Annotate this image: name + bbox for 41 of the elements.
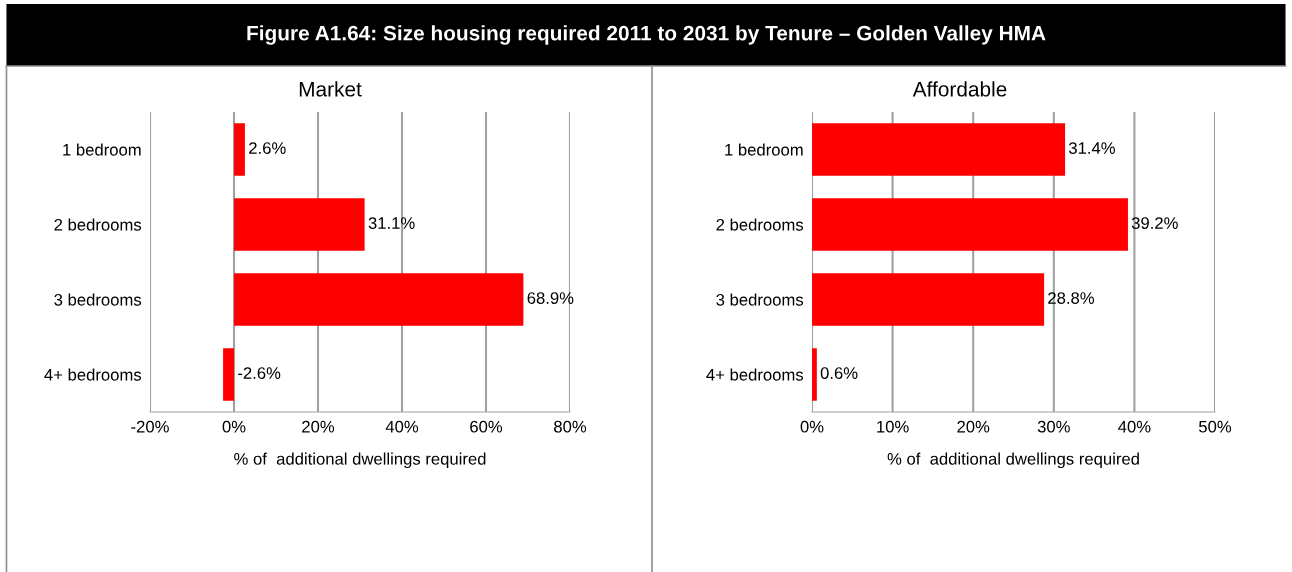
x-tick-label: 50% bbox=[1198, 420, 1232, 433]
data-label: 39.2% bbox=[1131, 217, 1178, 229]
y-tick-label: 1 bedroom bbox=[725, 143, 803, 156]
bar bbox=[812, 123, 1066, 176]
x-tick-label: 40% bbox=[385, 420, 419, 433]
x-tick-label: 0% bbox=[222, 420, 246, 433]
bar bbox=[812, 348, 817, 401]
bar bbox=[234, 123, 245, 176]
data-label: -2.6% bbox=[238, 367, 281, 379]
chart-subtitle: Affordable bbox=[912, 81, 1007, 97]
x-tick-label: 10% bbox=[877, 420, 909, 433]
y-tick-label: 2 bedrooms bbox=[716, 218, 804, 231]
chart-subtitle: Market bbox=[299, 81, 362, 97]
x-tick-label: 60% bbox=[470, 420, 503, 433]
y-tick-label: 1 bedroom bbox=[63, 143, 141, 156]
bar bbox=[234, 198, 365, 251]
x-tick-label: 40% bbox=[1118, 420, 1151, 433]
x-tick-label: 80% bbox=[554, 420, 587, 433]
data-label: 31.4% bbox=[1068, 142, 1115, 154]
data-label: 0.6% bbox=[820, 367, 858, 379]
x-tick-label: 30% bbox=[1037, 420, 1070, 433]
data-label: 28.8% bbox=[1048, 292, 1095, 304]
y-tick-label: 3 bedrooms bbox=[54, 293, 142, 306]
y-tick-label: 3 bedrooms bbox=[716, 293, 804, 306]
bar bbox=[812, 273, 1045, 326]
x-tick-label: 0% bbox=[800, 420, 824, 433]
y-tick-label: 2 bedrooms bbox=[54, 218, 142, 231]
x-tick-label: 20% bbox=[957, 420, 990, 433]
bar bbox=[223, 348, 234, 401]
bar bbox=[812, 198, 1128, 251]
y-tick-label: 4+ bedrooms bbox=[44, 368, 142, 381]
y-tick-label: 4+ bedrooms bbox=[706, 368, 804, 381]
bar bbox=[234, 273, 524, 326]
data-label: 68.9% bbox=[527, 292, 574, 304]
text: Figure A1.64: Size housing required 2011 to 2031 by Tenure – Golden Valley HMA bbox=[247, 25, 1046, 45]
data-label: 31.1% bbox=[368, 217, 415, 229]
x-tick-label: -20% bbox=[131, 420, 169, 433]
data-label: 2.6% bbox=[249, 142, 286, 154]
x-axis-title: % of additional dwellings required bbox=[234, 452, 486, 469]
x-tick-label: 20% bbox=[302, 420, 335, 433]
x-axis-title: % of additional dwellings required bbox=[887, 452, 1139, 469]
